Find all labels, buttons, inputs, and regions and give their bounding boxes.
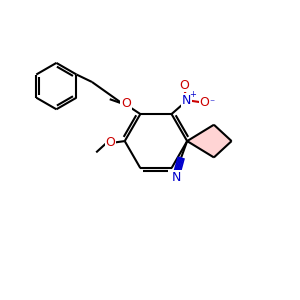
Text: ⁻: ⁻: [209, 99, 214, 109]
Text: O: O: [121, 97, 131, 110]
Text: O: O: [199, 96, 209, 109]
Text: O: O: [106, 136, 116, 149]
Text: N: N: [172, 171, 182, 184]
Text: N: N: [182, 94, 191, 107]
Polygon shape: [187, 125, 232, 158]
Text: O: O: [179, 79, 189, 92]
Text: +: +: [190, 90, 196, 99]
